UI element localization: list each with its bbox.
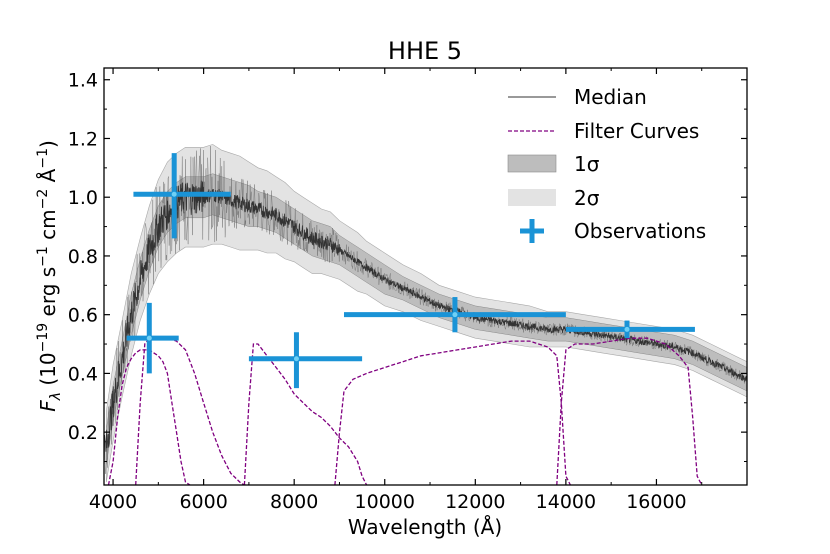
filter-curve-2	[135, 337, 249, 485]
y-ticks: 0.2 0.4 0.6 0.8 1.0 1.2 1.4	[68, 70, 747, 463]
filter-curve-5	[556, 337, 703, 485]
filter-curve-3	[243, 343, 368, 485]
x-tick-label-5: 12000	[445, 491, 505, 513]
noise-layer	[104, 145, 747, 474]
observation-marker-5	[624, 326, 630, 332]
filter-curve-4	[334, 340, 571, 485]
legend-2sigma-label: 2σ	[574, 186, 600, 210]
x-tick-label-6: 14000	[536, 491, 596, 513]
observation-point-4	[343, 297, 566, 333]
y-tick-label-4: 0.8	[68, 246, 98, 268]
y-tick-label-6: 1.2	[68, 128, 98, 150]
observation-marker-4	[452, 312, 458, 318]
filter-curves-layer	[107, 337, 703, 485]
legend-1sigma-label: 1σ	[574, 152, 600, 176]
observation-point-5	[565, 320, 695, 339]
y-tick-label-2: 0.4	[68, 363, 98, 385]
observation-marker-3	[293, 356, 299, 362]
y-tick-label-5: 1.0	[68, 187, 98, 209]
y-tick-label-1: 0.2	[68, 422, 98, 444]
y-tick-label-7: 1.4	[68, 70, 98, 92]
y-axis-label: Fλ (10−19 erg s−1 cm−2 Å−1)	[35, 140, 64, 412]
observation-point-2	[133, 153, 231, 239]
band-1sigma	[106, 173, 747, 465]
x-tick-label-7: 16000	[626, 491, 686, 513]
x-tick-label-4: 10000	[355, 491, 415, 513]
legend-observations-swatch	[520, 219, 544, 243]
legend-filter-label: Filter Curves	[574, 119, 699, 143]
band-1sigma-area	[106, 173, 747, 465]
legend-1sigma-swatch	[507, 154, 557, 173]
observation-point-3	[248, 332, 363, 389]
x-tick-label-1: 4000	[89, 491, 137, 513]
observation-marker-1	[146, 335, 152, 341]
legend-observations-label: Observations	[574, 219, 706, 243]
observation-point-1	[126, 302, 179, 374]
chart-title: HHE 5	[388, 37, 462, 65]
x-axis-label: Wavelength (Å)	[348, 515, 502, 539]
legend-median-label: Median	[574, 85, 647, 109]
x-ticks: 4000 6000 8000 10000 12000 14000 16000	[89, 68, 703, 513]
x-tick-label-3: 8000	[270, 491, 318, 513]
observation-marker-2	[171, 191, 177, 197]
observations-layer	[126, 153, 695, 389]
y-tick-label-3: 0.6	[68, 305, 98, 327]
plot-frame	[103, 67, 748, 486]
x-tick-label-2: 6000	[179, 491, 227, 513]
spectrum-noise	[104, 145, 747, 474]
legend: Median Filter Curves 1σ 2σ Observations	[507, 85, 706, 243]
legend-2sigma-swatch	[508, 189, 556, 206]
